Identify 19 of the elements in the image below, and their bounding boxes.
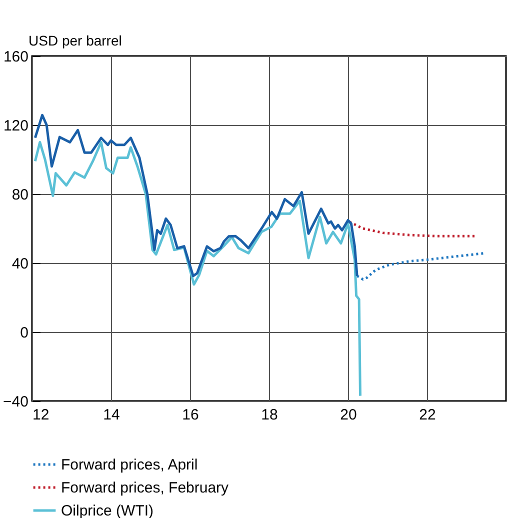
legend-label: Forward prices, February [61,480,230,496]
y-tick-label: 40 [12,256,28,272]
y-axis-title: USD per barrel [28,32,122,48]
y-tick-label: 160 [3,48,28,66]
y-tick-label: 120 [3,118,28,134]
y-tick-label: 0 [20,324,28,342]
y-tick-label: −40 [3,394,28,410]
x-tick-label: 16 [182,406,199,424]
line-series [356,252,486,281]
x-tick-label: 14 [103,406,120,424]
x-tick-label: 20 [340,406,357,424]
x-tick-label: 18 [261,406,278,424]
line-series [34,114,358,278]
line-series [348,220,476,238]
x-tick-label: 12 [32,406,50,424]
legend-label: Forward prices, April [61,456,198,474]
y-tick-label: 80 [12,186,28,204]
x-tick-label: 22 [419,406,436,424]
line-series [34,141,362,398]
